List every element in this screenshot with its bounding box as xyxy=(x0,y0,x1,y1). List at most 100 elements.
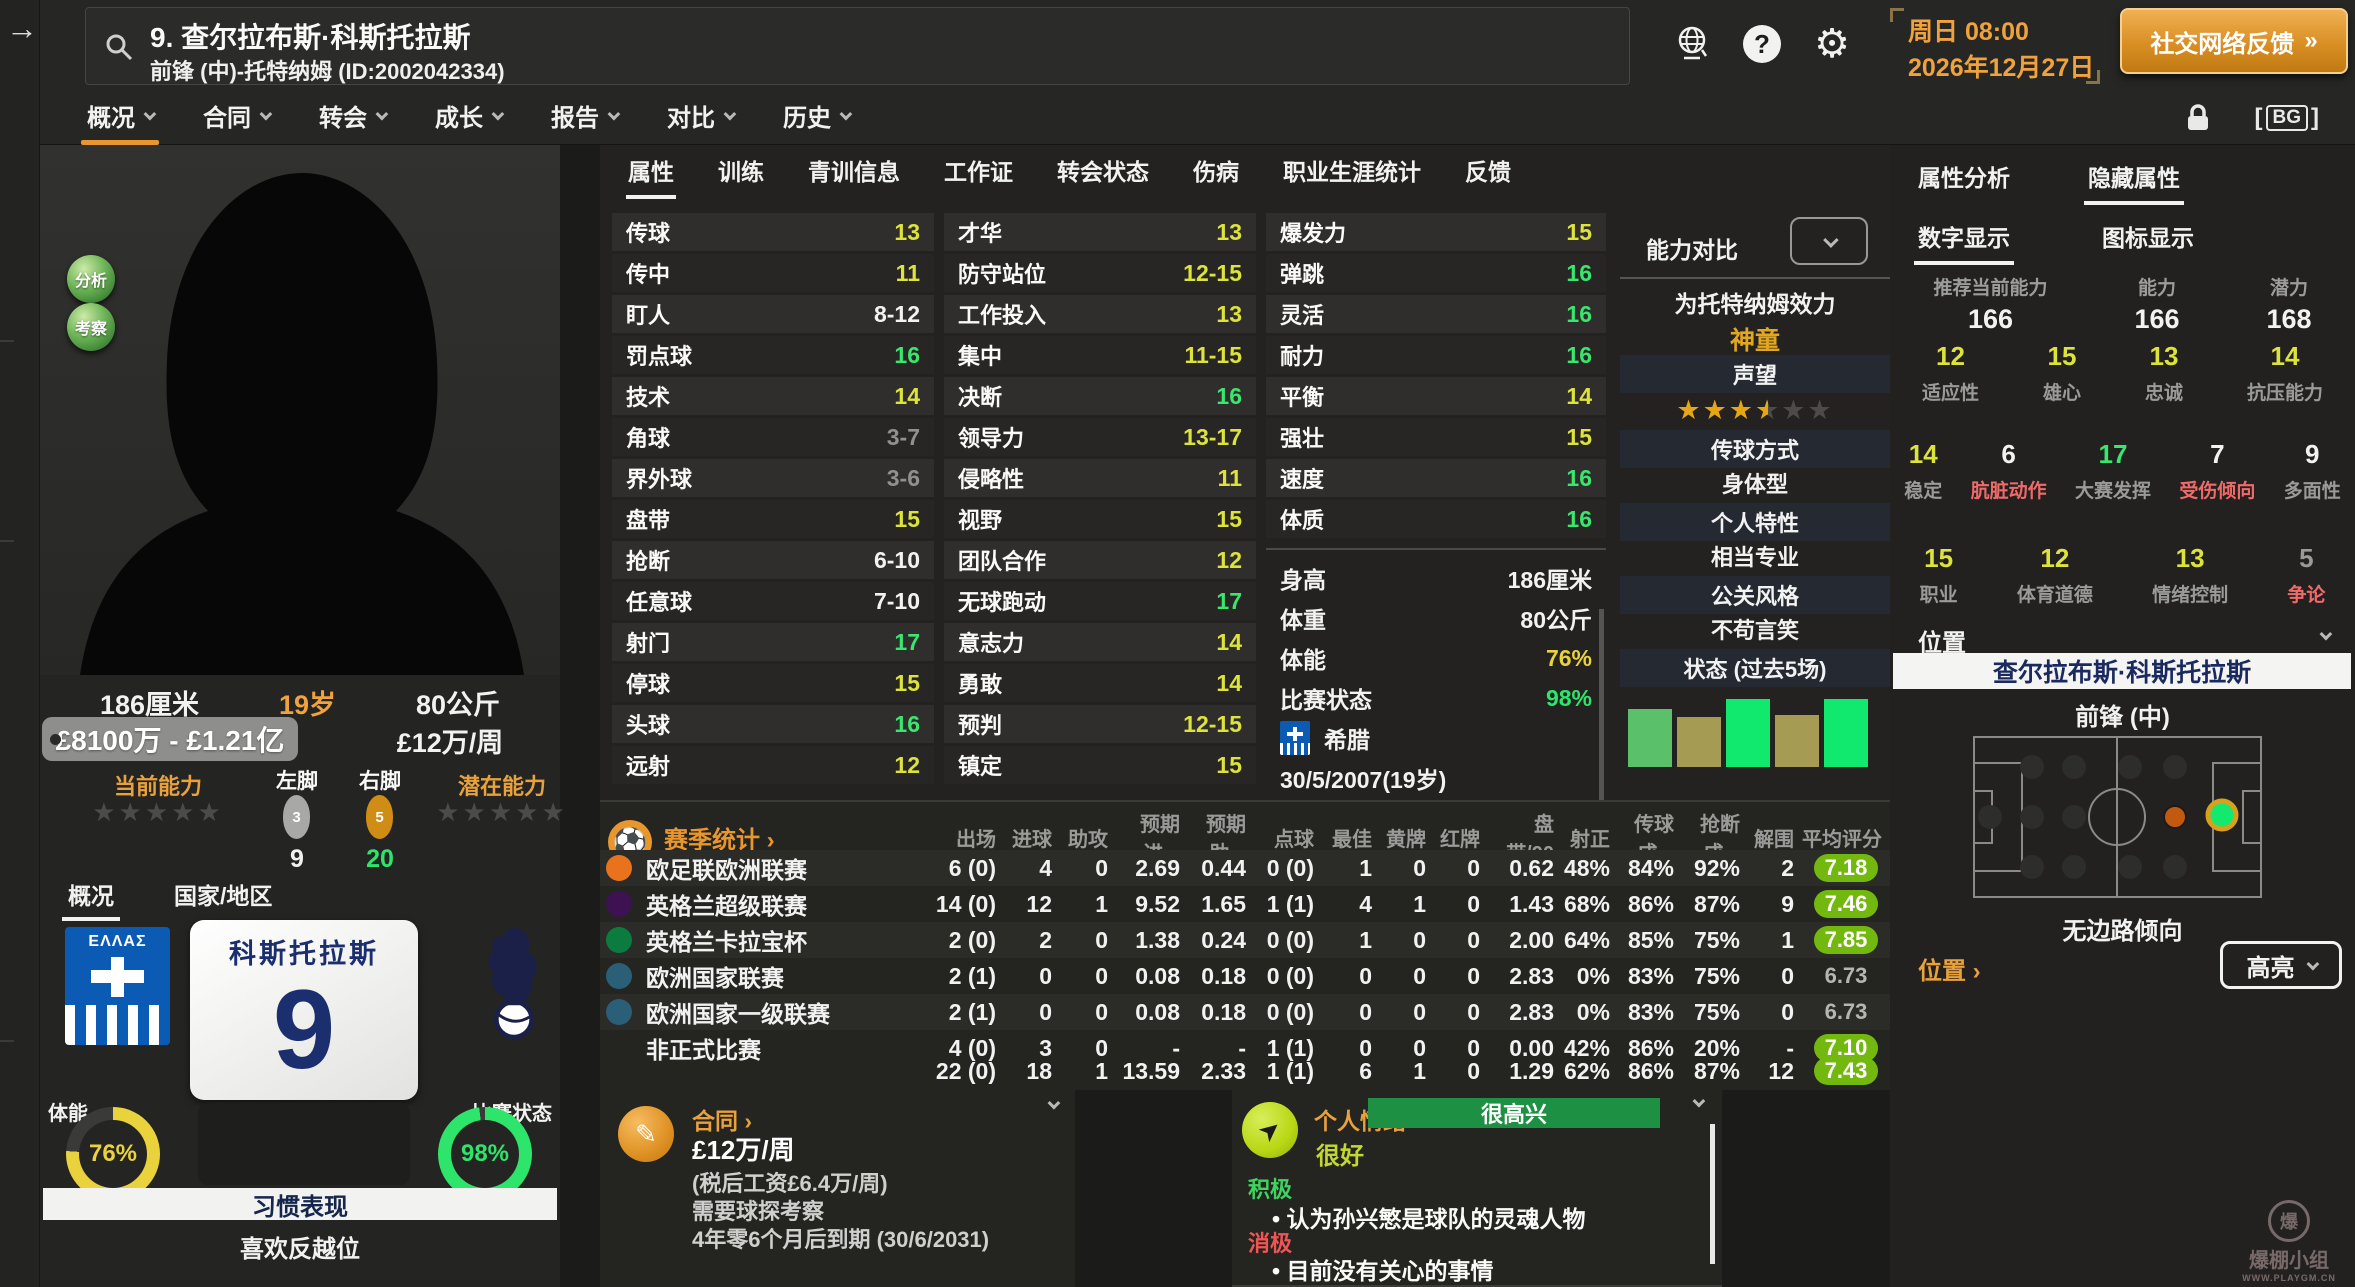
attribute-tab[interactable]: 反馈 xyxy=(1465,159,1511,185)
hidden-attr-value: 12 xyxy=(2040,543,2070,573)
hidden-attr-label: 肮脏动作 xyxy=(1970,481,2047,502)
nav-tab[interactable]: 概况 xyxy=(81,98,159,145)
attribute-tab[interactable]: 伤病 xyxy=(1193,159,1239,185)
competition-name[interactable]: 英格兰超级联赛 xyxy=(646,893,807,919)
attribute-value: 13 xyxy=(1216,218,1242,245)
average-rating-cell: 7.46 xyxy=(1802,890,1890,918)
attribute-value: 15 xyxy=(1216,505,1242,532)
player-search-box[interactable]: 9. 查尔拉布斯·科斯托拉斯 前锋 (中)-托特纳姆 (ID:200204233… xyxy=(85,7,1630,85)
competition-name[interactable]: 欧洲国家联赛 xyxy=(646,965,784,991)
attribute-row: 强壮 15 xyxy=(1266,418,1606,456)
stat-value: 1 xyxy=(1095,890,1108,917)
negative-item: 目前没有关心的事情 xyxy=(1272,1252,1702,1286)
tab-numeric-display[interactable]: 数字显示 xyxy=(1914,219,2014,265)
chevron-down-icon xyxy=(259,107,273,121)
attribute-value: 14 xyxy=(894,382,920,409)
technical-attributes: 传球 13 传中 11 盯人 8-12 罚点球 16 xyxy=(612,213,934,787)
physical-attributes-column: 爆发力 15 弹跳 16 灵活 16 耐力 1 xyxy=(1266,213,1606,800)
stat-value: 0 xyxy=(1095,926,1108,953)
position-link[interactable]: 位置 › xyxy=(1918,958,1981,985)
competition-name[interactable]: 欧洲国家一级联赛 xyxy=(646,1001,830,1027)
lock-icon[interactable] xyxy=(2185,103,2211,133)
season-stats-link[interactable]: 赛季统计 › xyxy=(664,826,775,854)
stat-value: 75% xyxy=(1693,998,1740,1025)
attribute-row: 速度 16 xyxy=(1266,459,1606,497)
personality-label: 个人特性 xyxy=(1620,503,1890,541)
attribute-tab[interactable]: 青训信息 xyxy=(808,159,900,185)
stat-value: 2 (1) xyxy=(948,998,996,1025)
scout-badge[interactable]: 考察 xyxy=(67,303,115,351)
hidden-attr-value: 7 xyxy=(2210,439,2225,469)
left-panel-tab[interactable]: 国家/地区 xyxy=(174,883,273,909)
settings-gear-icon[interactable]: ⚙ xyxy=(1814,22,1850,66)
current-ability-stars: ★★★★★ xyxy=(83,797,233,828)
habit-performance-bar[interactable]: 习惯表现 xyxy=(43,1188,557,1221)
season-stats-row: 欧洲国家联赛 2 (1) 0 0 0.08 0.18 0 (0) 0 0 0 2.83 0% 83% 7… xyxy=(600,958,1890,994)
nav-tab-label: 合同 xyxy=(203,105,251,132)
attribute-row: 工作投入 13 xyxy=(944,295,1256,333)
stats-column-header: 平均评分 xyxy=(1802,828,1882,851)
personality-value: 相当专业 xyxy=(1710,545,1799,570)
world-icon[interactable] xyxy=(1670,22,1714,66)
tab-icon-display[interactable]: 图标显示 xyxy=(2102,225,2194,251)
background-view-badge[interactable]: [BG] xyxy=(2254,104,2319,131)
attribute-value: 17 xyxy=(1216,587,1242,614)
ability-compare-dropdown[interactable] xyxy=(1790,217,1868,265)
analysis-badge[interactable]: 分析 xyxy=(67,255,115,303)
chevron-down-icon[interactable] xyxy=(2319,627,2333,641)
highlight-dropdown-button[interactable]: 高亮 xyxy=(2220,941,2342,989)
attribute-tab[interactable]: 工作证 xyxy=(944,159,1013,185)
attribute-row: 决断 16 xyxy=(944,377,1256,415)
attribute-name: 决断 xyxy=(958,385,1003,410)
height-value: 186厘米 xyxy=(100,690,200,720)
stat-value: 1.38 xyxy=(1135,926,1180,953)
contract-link[interactable]: 合同 › xyxy=(692,1108,753,1134)
player-title: 9. 查尔拉布斯·科斯托拉斯 xyxy=(150,22,471,53)
hidden-attr-label: 情绪控制 xyxy=(2152,585,2229,606)
nav-tab[interactable]: 合同 xyxy=(201,98,273,139)
average-rating: 7.46 xyxy=(1814,890,1878,918)
attribute-tab[interactable]: 职业生涯统计 xyxy=(1283,159,1421,185)
stat-value: 86% xyxy=(1627,1034,1674,1061)
chevron-down-icon[interactable] xyxy=(1047,1096,1061,1110)
total-average-rating: 7.43 xyxy=(1814,1057,1878,1085)
stat-value: 0.18 xyxy=(1201,962,1246,989)
attribute-tab[interactable]: 转会状态 xyxy=(1057,159,1149,185)
total-stat-value: 13.59 xyxy=(1122,1057,1180,1084)
stat-value: 0 xyxy=(1467,890,1480,917)
season-stats-row: 欧足联欧洲联赛 6 (0) 4 0 2.69 0.44 0 (0) 1 0 0 0.62 48% 84… xyxy=(600,850,1890,886)
chevron-down-icon[interactable] xyxy=(1692,1094,1706,1108)
potential-ability-stars: ★★★★★ xyxy=(427,797,577,828)
competition-name[interactable]: 非正式比赛 xyxy=(646,1037,761,1063)
potential-ability-label: 潜在能力 xyxy=(457,774,546,799)
media-style-value: 不苟言笑 xyxy=(1710,618,1799,643)
back-arrow-icon[interactable]: → xyxy=(6,10,38,46)
negative-items: 目前没有关心的事情 xyxy=(1272,1252,1702,1287)
tab-attribute-analysis[interactable]: 属性分析 xyxy=(1918,165,2010,191)
stat-value: 0 xyxy=(1413,854,1426,881)
social-feedback-button[interactable]: 社交网络反馈 » xyxy=(2120,8,2348,74)
info-scrollbar[interactable] xyxy=(1599,609,1604,800)
contract-expiry: 4年零6个月后到期 (30/6/2031) xyxy=(692,1227,990,1252)
mood-scrollbar[interactable] xyxy=(1710,1124,1715,1264)
attribute-tab[interactable]: 训练 xyxy=(718,159,764,185)
left-panel-tab[interactable]: 概况 xyxy=(62,877,120,921)
nav-tab[interactable]: 转会 xyxy=(317,98,389,139)
form-bar xyxy=(1677,717,1721,767)
attribute-tab[interactable]: 属性 xyxy=(626,153,676,199)
player-trait: 喜欢反越位 xyxy=(240,1236,360,1263)
nav-tab[interactable]: 对比 xyxy=(665,98,737,139)
help-icon[interactable]: ? xyxy=(1740,22,1784,66)
tab-hidden-attributes[interactable]: 隐藏属性 xyxy=(2084,159,2184,205)
nav-tab[interactable]: 成长 xyxy=(433,98,505,139)
star-icon: ★ xyxy=(436,797,463,827)
stat-value: 0 xyxy=(1413,962,1426,989)
nav-tab[interactable]: 历史 xyxy=(781,98,853,139)
ability-summary-cell: 潜力 168 xyxy=(2266,273,2311,335)
nav-tab[interactable]: 报告 xyxy=(549,98,621,139)
competition-name[interactable]: 英格兰卡拉宝杯 xyxy=(646,929,807,955)
attribute-row: 传球 13 xyxy=(612,213,934,251)
average-rating-cell: 7.85 xyxy=(1802,926,1890,954)
competition-name[interactable]: 欧足联欧洲联赛 xyxy=(646,857,807,883)
nationality-row[interactable]: 希腊 xyxy=(1266,718,1606,758)
